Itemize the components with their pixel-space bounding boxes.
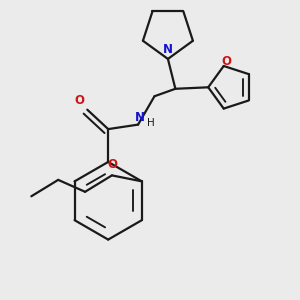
Text: H: H — [147, 118, 154, 128]
Text: N: N — [134, 111, 145, 124]
Text: O: O — [222, 55, 232, 68]
Text: O: O — [75, 94, 85, 107]
Text: N: N — [163, 43, 173, 56]
Text: O: O — [107, 158, 117, 171]
